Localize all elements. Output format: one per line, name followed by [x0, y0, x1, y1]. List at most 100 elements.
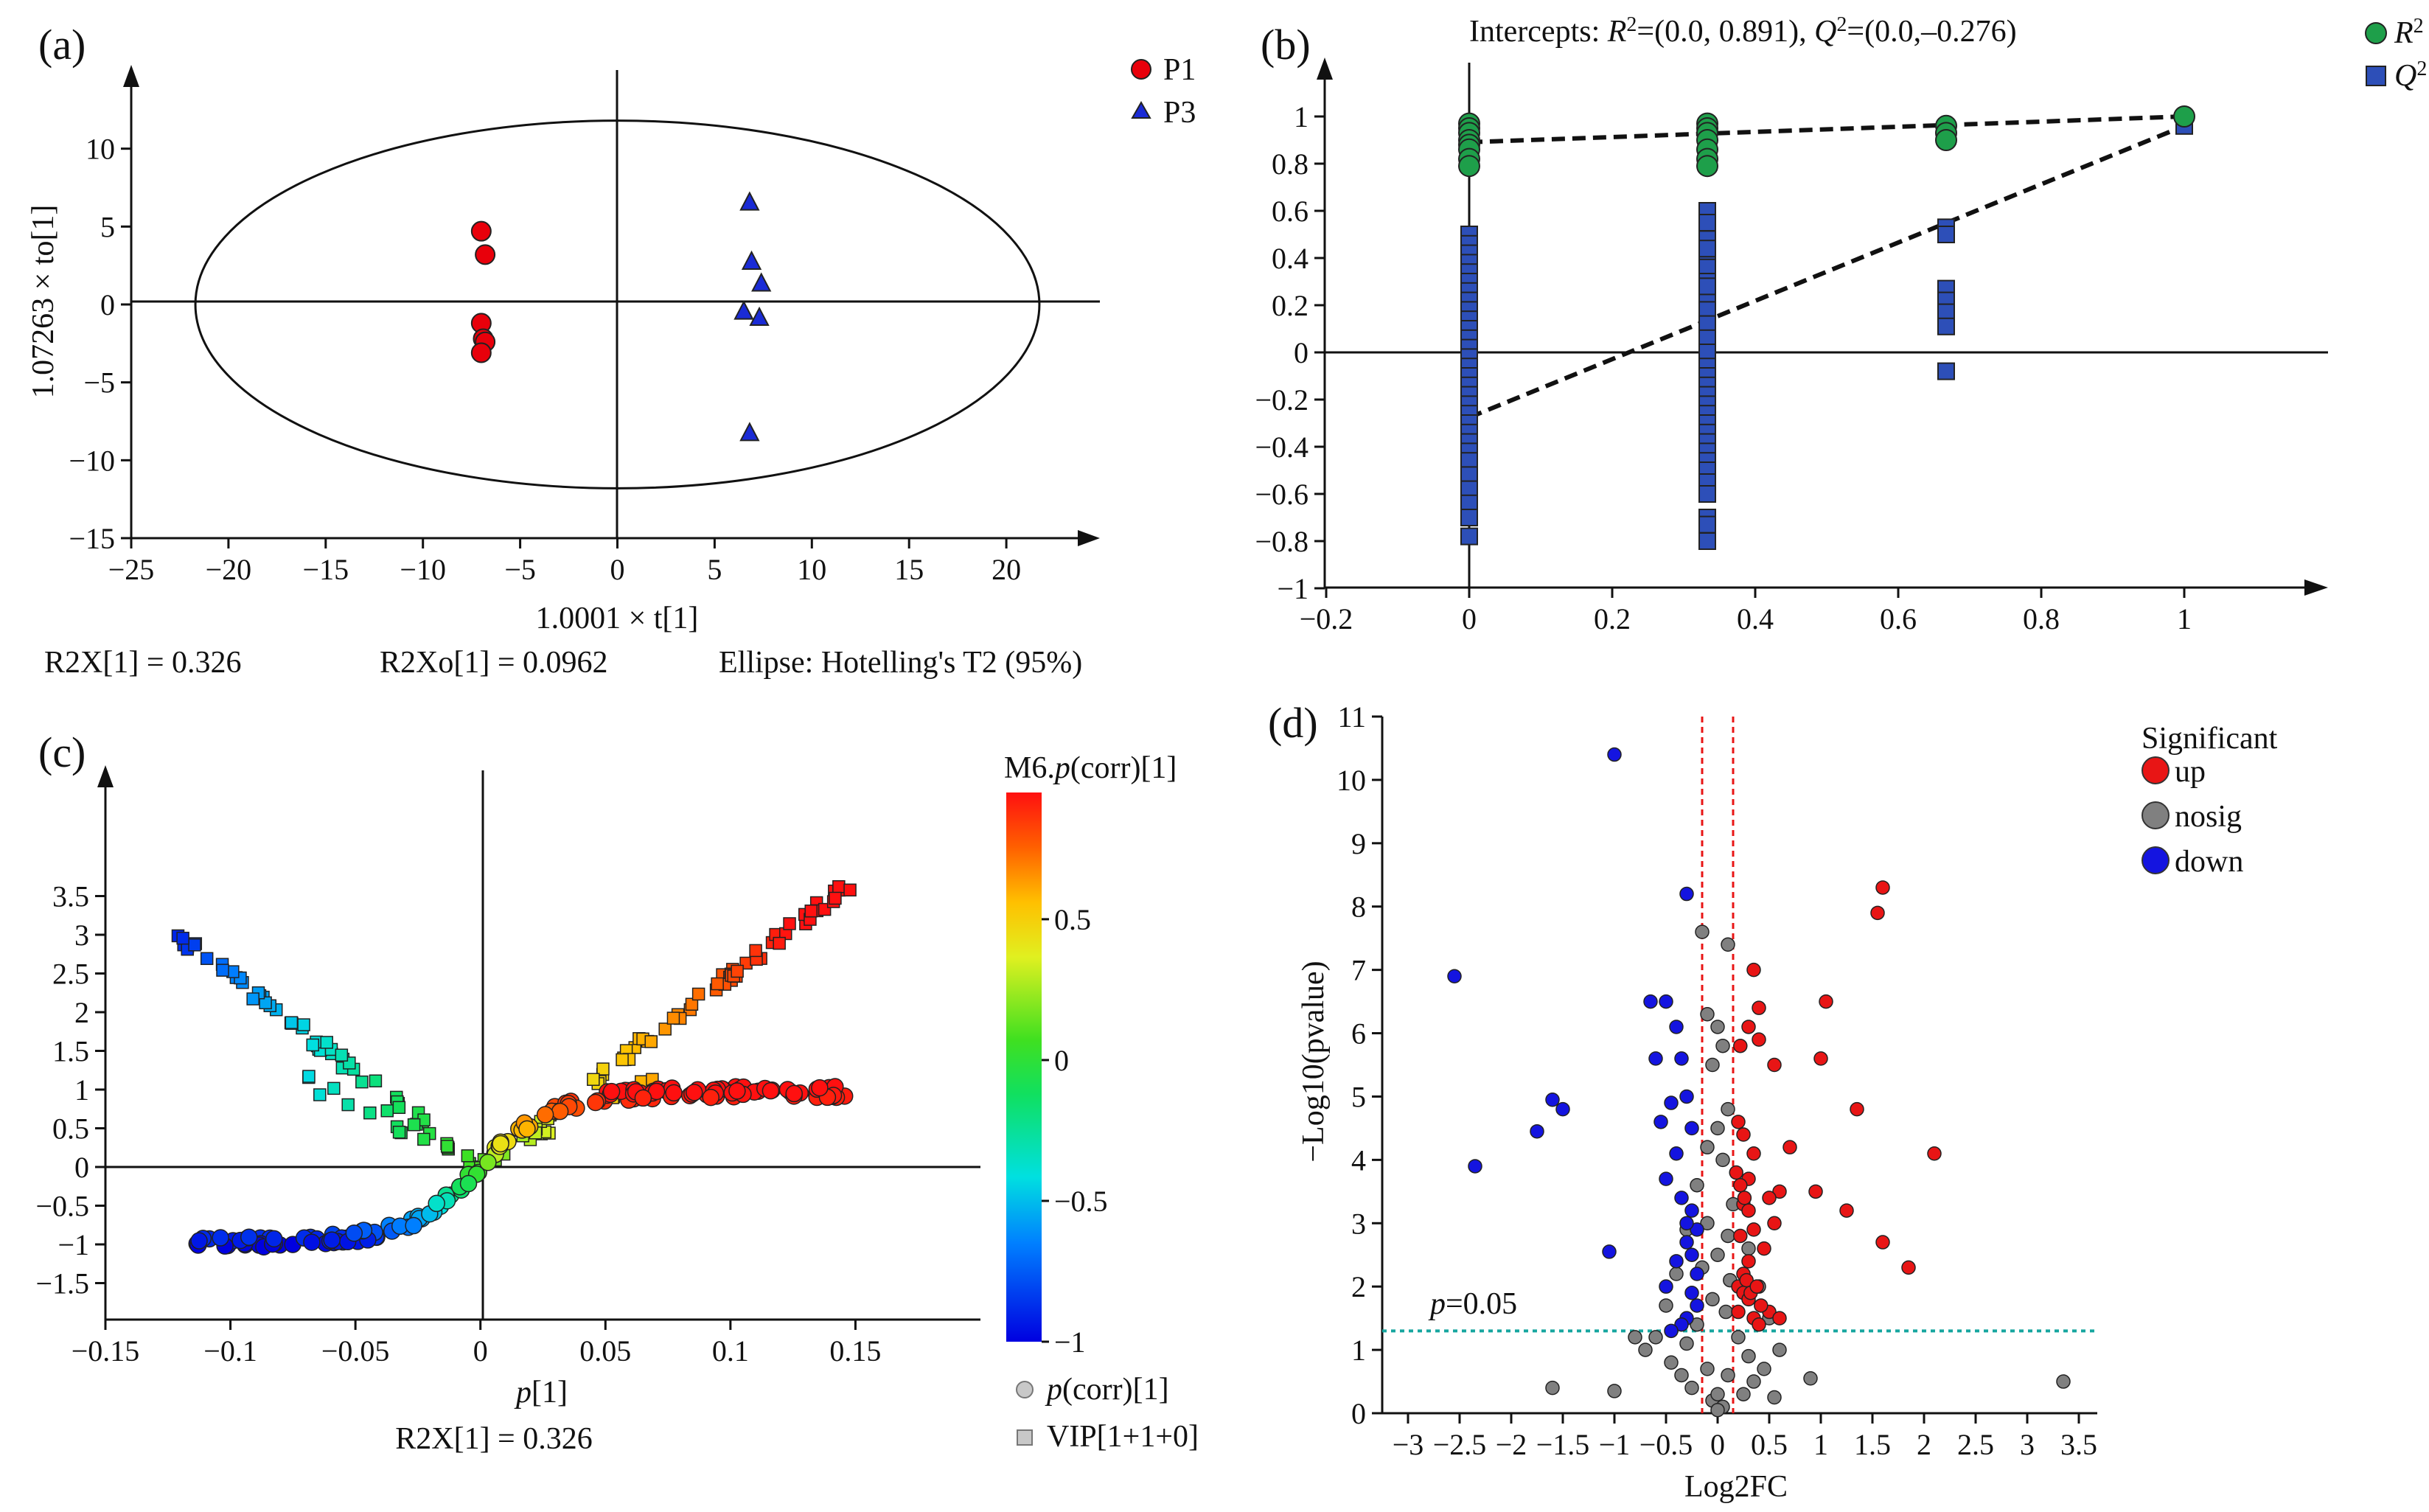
- point-p3: [739, 191, 760, 211]
- point-up: [1746, 1222, 1761, 1237]
- panel-a-label: (a): [38, 21, 86, 69]
- panel-a-ticks: −25 −20 −15 −10 −5 0 5 10 15 20 −15 −10 −5 0 5 10: [69, 133, 1021, 586]
- point-nosig: [1710, 1020, 1725, 1034]
- pcorr-circle: [518, 1120, 536, 1138]
- panel-c-ticks: −0.15 −0.1 −0.05 0 0.05 0.1 0.15 −1.5 −1 −0.5 0 0.5…: [35, 880, 881, 1368]
- panel-c-ytick-label: 2.5: [52, 958, 89, 991]
- panel-c-xtick-label: −0.1: [203, 1334, 257, 1368]
- panel-d-xtick-label: 1: [1813, 1428, 1828, 1461]
- panel-d-ytick-label: 7: [1351, 954, 1366, 987]
- point-up: [1850, 1101, 1864, 1117]
- panel-d-xtick-label: 3.5: [2060, 1428, 2097, 1461]
- legend-up-label: up: [2175, 755, 2206, 789]
- point-up: [1733, 1228, 1748, 1244]
- point-p1: [470, 220, 492, 242]
- panel-a-ytick-label: 5: [100, 210, 115, 243]
- panel-c-points: [171, 879, 857, 1256]
- vip-square: [302, 1070, 316, 1083]
- panel-a-x-arrow: [1078, 530, 1100, 546]
- point-down: [1669, 1020, 1684, 1034]
- vip-square: [363, 1106, 377, 1120]
- point-nosig: [1803, 1371, 1818, 1386]
- legend-p1-label: P1: [1163, 53, 1196, 87]
- point-down: [1690, 1267, 1704, 1281]
- pcorr-circle: [634, 1089, 652, 1107]
- legend-p3-label: P3: [1163, 96, 1196, 130]
- point-down: [1664, 1323, 1679, 1339]
- panel-d-ytick-label: 3: [1351, 1207, 1366, 1240]
- panel-c-label: (c): [38, 728, 86, 776]
- point-up: [1870, 905, 1885, 921]
- point-nosig: [1741, 1348, 1756, 1364]
- point-p1: [470, 342, 492, 363]
- point-down: [1679, 1089, 1694, 1104]
- point-q2: [1698, 515, 1717, 534]
- point-nosig: [1648, 1330, 1663, 1345]
- point-down: [1607, 747, 1622, 762]
- panel-b-ytick-label: −1: [1277, 572, 1308, 605]
- panel-c-xtick-label: −0.15: [72, 1334, 140, 1368]
- point-up: [1752, 1032, 1766, 1047]
- vip-square: [341, 1098, 355, 1112]
- panel-d-ytick-label: 6: [1351, 1017, 1366, 1051]
- pcorr-circle: [459, 1174, 478, 1193]
- point-nosig: [1690, 1317, 1704, 1332]
- panel-b-label: (b): [1261, 21, 1311, 69]
- panel-c-ytick-label: −1: [57, 1228, 89, 1261]
- panel-a-r2xo: R2Xo[1] = 0.0962: [380, 646, 608, 680]
- panel-a-points: [470, 191, 772, 442]
- point-nosig: [1746, 1374, 1761, 1389]
- panel-a-xtick-label: −20: [206, 553, 252, 586]
- point-up: [1762, 1191, 1777, 1205]
- colorbar-tick-label: −1: [1054, 1325, 1086, 1359]
- pcorr-circle: [536, 1106, 554, 1123]
- panel-c-ytick-label: 0.5: [52, 1112, 89, 1146]
- panel-b-y-arrow: [1317, 58, 1333, 80]
- vip-square: [596, 1062, 610, 1076]
- point-down: [1653, 1115, 1668, 1129]
- panel-d-ylabel: −Log10(pvalue): [1297, 961, 1331, 1162]
- point-down: [1643, 994, 1658, 1009]
- panel-d-xtick-label: 0: [1710, 1428, 1725, 1461]
- pcorr-circle: [428, 1194, 445, 1213]
- legend-pcorr-marker: [1016, 1381, 1034, 1398]
- panel-b-title-prefix: Intercepts:: [1469, 15, 1608, 49]
- pcorr-circle: [212, 1229, 229, 1247]
- panel-d-ytick-label: 2: [1351, 1270, 1366, 1303]
- point-down: [1684, 1247, 1699, 1262]
- legend-nosig-label: nosig: [2175, 800, 2242, 834]
- point-up: [1813, 1051, 1828, 1066]
- panel-c-y-arrow: [97, 765, 114, 787]
- legend-down-label: down: [2175, 845, 2243, 879]
- panel-d-ytick-label: 1: [1351, 1334, 1366, 1367]
- point-nosig: [1721, 1368, 1735, 1383]
- panel-d-xtick-label: −3: [1393, 1428, 1424, 1461]
- panel-b-xtick-label: 1: [2177, 602, 2192, 635]
- pcorr-circle: [728, 1082, 746, 1100]
- legend-r2-label: R2: [2394, 15, 2424, 50]
- point-up: [1767, 1057, 1782, 1073]
- panel-c-colorbar-title: M6.p(corr)[1]: [1004, 751, 1177, 785]
- point-up: [1746, 962, 1761, 978]
- point-r2: [2173, 105, 2195, 128]
- panel-d-points: [1447, 747, 2071, 1418]
- panel-a-xtick-label: −5: [504, 553, 536, 586]
- vip-square: [587, 1073, 600, 1086]
- point-down: [1447, 969, 1462, 983]
- point-p1: [475, 244, 496, 265]
- point-down: [1690, 1222, 1704, 1237]
- vip-square: [644, 1035, 658, 1048]
- panel-a: (a) −25 −20 −15 −10 −5 0 5 10 15 20 −15 −10 −5 0 5 10 1…: [27, 21, 1196, 680]
- point-up: [1752, 1000, 1766, 1015]
- intercept-line-q2: [1468, 124, 2186, 420]
- panel-a-ellipse-note: Ellipse: Hotelling's T2 (95%): [719, 646, 1082, 680]
- panel-a-r2x: R2X[1] = 0.326: [44, 646, 242, 680]
- panel-d-ytick-label: 10: [1337, 764, 1366, 797]
- panel-c-ytick-label: 1.5: [52, 1035, 89, 1068]
- panel-d-label: (d): [1268, 699, 1318, 747]
- point-nosig: [1710, 1387, 1725, 1401]
- vip-square: [392, 1101, 406, 1115]
- panel-b-title-r: R: [1607, 15, 1627, 49]
- legend-q2-label: Q2: [2394, 58, 2427, 93]
